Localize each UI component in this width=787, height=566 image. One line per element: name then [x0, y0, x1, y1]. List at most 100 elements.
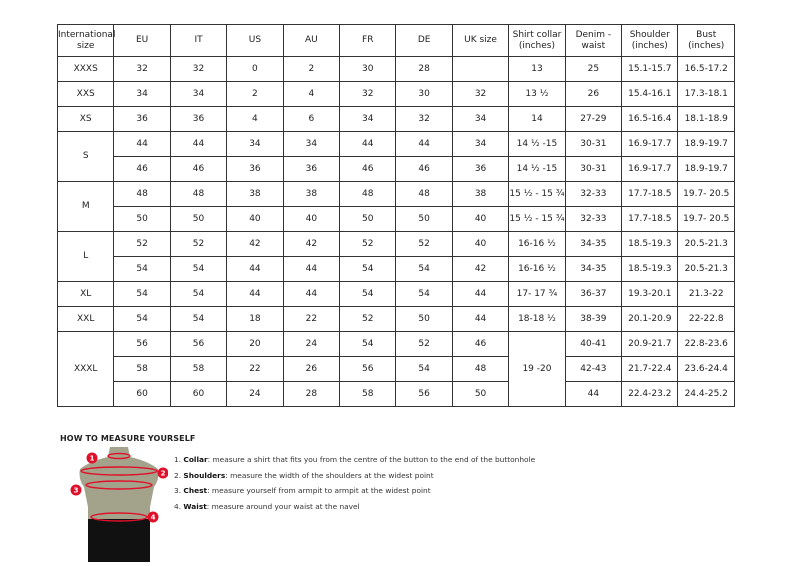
table-cell: 40 [226, 206, 284, 232]
table-row: 60 60 24 28 58 56 50 44 22.4-23.2 24.4-25.2 [58, 381, 735, 407]
table-row: XS 36 36 4 6 34 32 34 14 27-29 16.5-16.4 18.1-18.9 [56, 106, 735, 132]
table-cell: 4 [282, 81, 341, 107]
table-cell: 50 [395, 206, 453, 232]
table-cell: 56 [113, 331, 171, 357]
table-cell: 54 [339, 256, 397, 282]
table-cell: 54 [395, 256, 453, 282]
table-cell: 24 [282, 331, 341, 357]
table-cell: 50 [169, 206, 228, 232]
international-size-cell: XXS [56, 81, 115, 107]
table-cell: 30-31 [564, 156, 623, 182]
table-cell: 54 [169, 281, 228, 307]
table-row: XXXS 32 32 0 2 30 28 13 25 15.1-15.7 16.5-17.2 [56, 56, 735, 82]
table-cell: 58 [113, 356, 171, 382]
table-cell: 14 [508, 106, 566, 132]
table-cell: 23.6-24.4 [677, 356, 735, 382]
table-cell: 19 -20 [508, 331, 566, 407]
table-cell: 46 [113, 156, 171, 182]
table-cell: 22.4-23.2 [621, 381, 679, 407]
table-cell: 24 [226, 381, 284, 407]
table-cell: 36 [113, 106, 171, 132]
table-cell: 36-37 [564, 281, 623, 307]
table-cell: 26 [564, 81, 623, 107]
table-row: XL 54 54 44 44 54 54 44 17- 17 ¾ 36-37 19.3-20.1 21… [56, 281, 735, 307]
table-cell: 40 [282, 206, 341, 232]
table-cell: 54 [113, 281, 171, 307]
table-cell: 17.3-18.1 [677, 81, 735, 107]
table-cell: 4 [226, 106, 284, 132]
table-cell: 34 [451, 131, 510, 157]
marker-3: 3 [74, 487, 79, 495]
table-cell: 44 [169, 131, 228, 157]
table-cell: 22-22.8 [677, 306, 735, 332]
table-cell: 16.5-16.4 [621, 106, 679, 132]
table-cell: 52 [113, 231, 171, 257]
table-cell: 15.4-16.1 [621, 81, 679, 107]
column-header: US [226, 24, 284, 57]
table-cell: 52 [169, 231, 228, 257]
table-cell: 28 [282, 381, 341, 407]
table-cell: 32 [113, 56, 171, 82]
table-cell: 48 [169, 181, 228, 207]
table-cell: 26 [282, 356, 341, 382]
table-cell: 18.9-19.7 [677, 156, 735, 182]
table-row: 46 46 36 36 46 46 36 14 ½ -15 30-31 16.9-17.7 18.9… [58, 156, 735, 182]
table-cell: 20.1-20.9 [621, 306, 679, 332]
table-cell: 38 [451, 181, 510, 207]
table-cell: 44 [226, 256, 284, 282]
international-size-cell: XXL [56, 306, 115, 332]
table-cell: 32 [339, 81, 397, 107]
table-cell: 22 [226, 356, 284, 382]
table-cell: 24.4-25.2 [677, 381, 735, 407]
column-header: International size [56, 24, 115, 57]
marker-2: 2 [161, 470, 166, 478]
table-cell: 48 [113, 181, 171, 207]
column-header: FR [339, 24, 397, 57]
table-cell: 16.9-17.7 [621, 131, 679, 157]
table-cell: 52 [339, 231, 397, 257]
table-row: 50 50 40 40 50 50 40 15 ½ - 15 ¾ 32-33 17.7-18.5 1… [58, 206, 735, 232]
table-cell: 27-29 [564, 106, 623, 132]
table-cell: 17.7-18.5 [621, 206, 679, 232]
table-cell: 48 [451, 356, 510, 382]
table-cell: 34 [169, 81, 228, 107]
table-cell: 52 [339, 306, 397, 332]
table-cell: 32-33 [564, 181, 623, 207]
table-cell: 36 [226, 156, 284, 182]
table-cell: 40 [451, 206, 510, 232]
table-cell: 44 [451, 306, 510, 332]
table-cell: 36 [451, 156, 510, 182]
table-cell: 50 [113, 206, 171, 232]
table-cell: 42-43 [564, 356, 623, 382]
table-cell: 34-35 [564, 256, 623, 282]
table-cell: 34 [282, 131, 341, 157]
step-shoulders: 2. Shoulders: measure the width of the s… [174, 470, 434, 480]
table-cell: 16.5-17.2 [677, 56, 735, 82]
table-cell: 32-33 [564, 206, 623, 232]
table-cell: 46 [339, 156, 397, 182]
table-cell: 13 [508, 56, 566, 82]
table-cell: 19.7- 20.5 [677, 206, 735, 232]
table-cell: 54 [339, 331, 397, 357]
table-cell: 2 [282, 56, 341, 82]
table-cell: 15.1-15.7 [621, 56, 679, 82]
table-cell: 18.5-19.3 [621, 231, 679, 257]
table-cell: 52 [395, 331, 453, 357]
table-cell: 40 [451, 231, 510, 257]
table-cell: 30 [339, 56, 397, 82]
column-header: UK size [451, 24, 510, 57]
table-cell: 28 [395, 56, 453, 82]
table-cell: 36 [282, 156, 341, 182]
international-size-cell: XS [56, 106, 115, 132]
international-size-cell: M [56, 181, 115, 232]
measure-steps: 1. Collar: measure a shirt that fits you… [174, 452, 535, 514]
column-header: IT [169, 24, 228, 57]
table-cell: 32 [395, 106, 453, 132]
table-cell: 58 [169, 356, 228, 382]
table-cell: 44 [395, 131, 453, 157]
table-row: M 48 48 38 38 48 48 38 15 ½ - 15 ¾ 32-33 17.7-18.5… [56, 181, 735, 232]
table-cell: 16-16 ½ [508, 256, 566, 282]
table-cell: 54 [113, 256, 171, 282]
table-cell: 50 [395, 306, 453, 332]
table-cell: 56 [169, 331, 228, 357]
